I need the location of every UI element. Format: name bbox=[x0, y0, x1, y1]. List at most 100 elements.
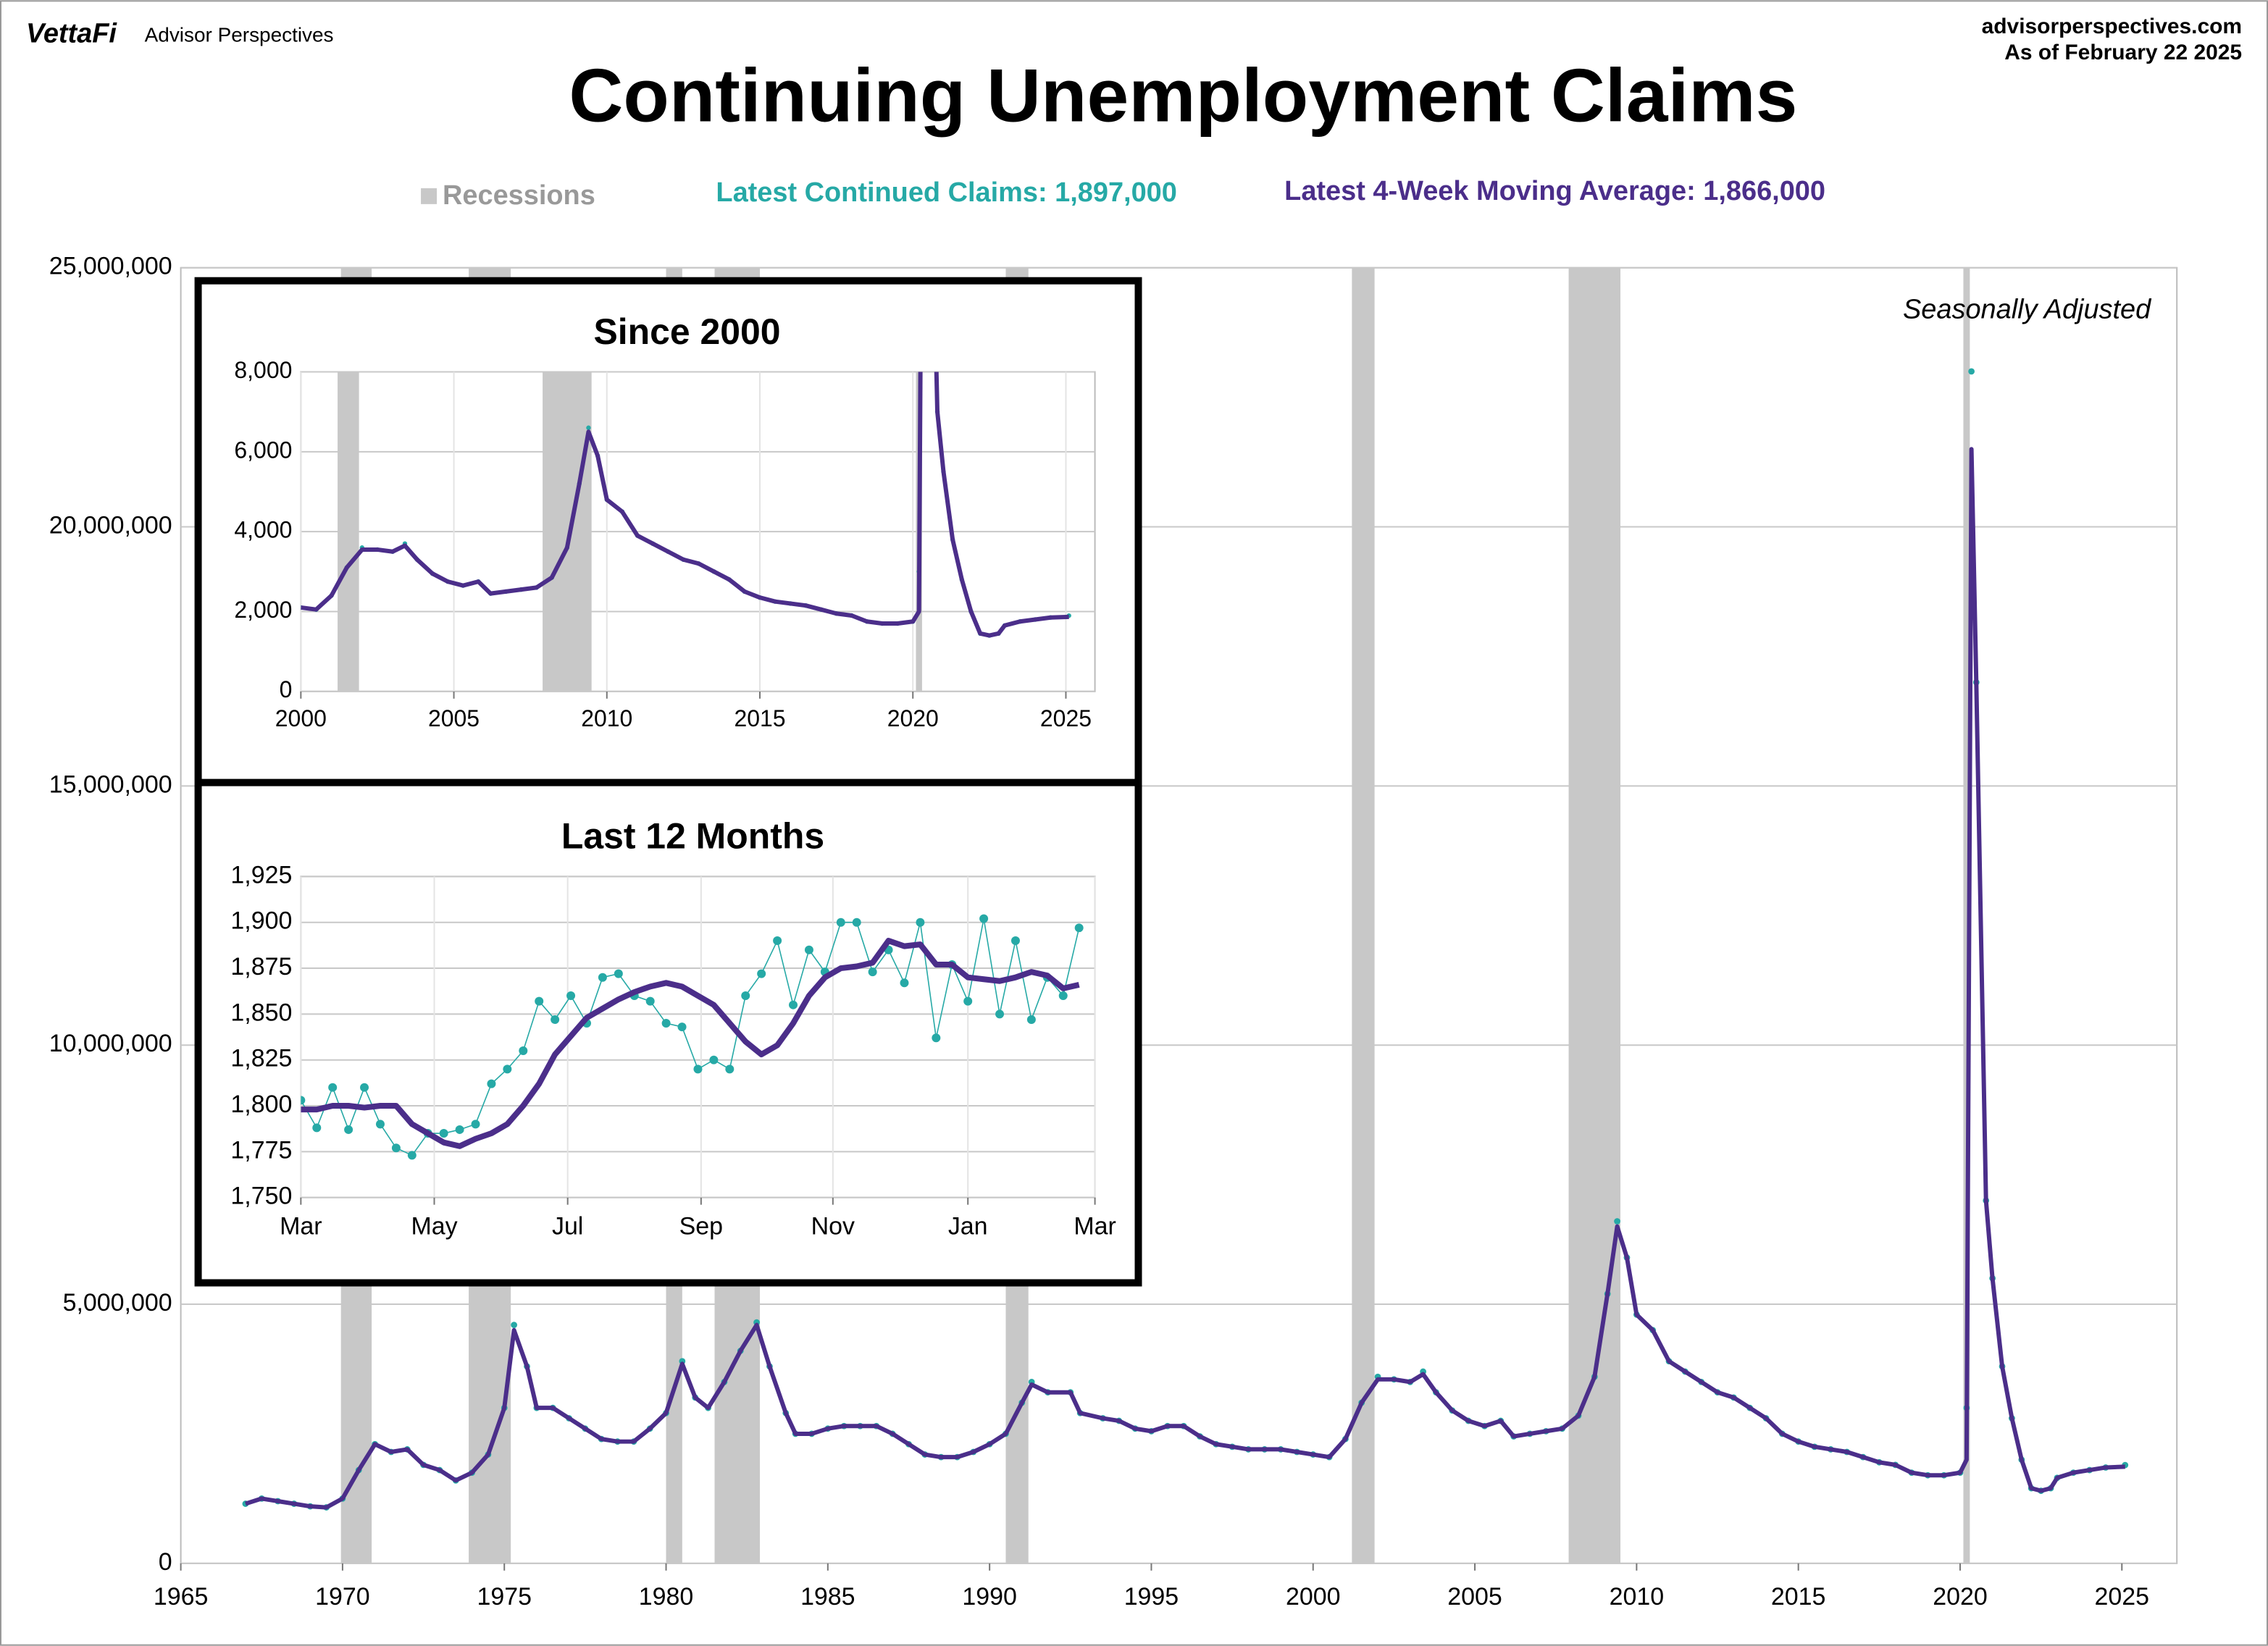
y-tick-label: 2,000 bbox=[234, 597, 292, 623]
data-point bbox=[995, 1009, 1005, 1019]
x-tick-label: 1975 bbox=[477, 1583, 531, 1611]
data-point bbox=[677, 1023, 687, 1032]
x-tick-label: May bbox=[411, 1213, 457, 1240]
x-tick-label: Nov bbox=[811, 1213, 855, 1240]
data-point bbox=[487, 1079, 496, 1088]
data-point bbox=[511, 1322, 518, 1329]
publisher: Advisor Perspectives bbox=[145, 24, 334, 46]
data-point bbox=[391, 1143, 401, 1153]
x-tick-label: 2010 bbox=[581, 705, 632, 731]
data-point bbox=[312, 1123, 322, 1133]
x-tick-label: 1990 bbox=[962, 1583, 1017, 1611]
data-point bbox=[1074, 923, 1084, 933]
x-tick-label: Mar bbox=[280, 1213, 322, 1240]
x-tick-label: 1985 bbox=[800, 1583, 855, 1611]
x-tick-label: Sep bbox=[679, 1213, 723, 1240]
data-point bbox=[725, 1065, 735, 1074]
x-tick-label: 1970 bbox=[315, 1583, 370, 1611]
data-point bbox=[439, 1129, 448, 1138]
x-tick-label: 2000 bbox=[275, 705, 327, 731]
legend-label: Recessions bbox=[443, 180, 595, 211]
data-point bbox=[773, 936, 782, 946]
x-tick-label: 1965 bbox=[154, 1583, 209, 1611]
data-point bbox=[661, 1019, 671, 1028]
data-point bbox=[551, 1015, 560, 1024]
data-point bbox=[598, 973, 607, 982]
data-point bbox=[900, 978, 909, 988]
data-point bbox=[614, 969, 623, 978]
y-tick-label: 25,000,000 bbox=[49, 253, 172, 280]
series-layer bbox=[301, 914, 1084, 1160]
data-point bbox=[455, 1125, 464, 1134]
data-point bbox=[741, 991, 750, 1001]
recession-band bbox=[1352, 267, 1375, 1563]
x-tick-label: 2015 bbox=[734, 705, 785, 731]
x-tick-label: 2010 bbox=[1610, 1583, 1665, 1611]
data-point bbox=[344, 1125, 353, 1134]
x-tick-label: 2025 bbox=[1040, 705, 1092, 731]
series-layer bbox=[242, 368, 2129, 1511]
y-tick-label: 1,825 bbox=[230, 1045, 292, 1072]
inset-title: Since 2000 bbox=[593, 311, 780, 352]
y-tick-label: 1,800 bbox=[230, 1091, 292, 1118]
x-tick-label: 1995 bbox=[1124, 1583, 1179, 1611]
data-point bbox=[1058, 991, 1068, 1001]
y-tick-label: 10,000,000 bbox=[49, 1030, 172, 1057]
x-tick-label: Mar bbox=[1074, 1213, 1116, 1240]
data-point bbox=[979, 914, 989, 923]
data-point bbox=[566, 991, 576, 1001]
data-point bbox=[360, 1083, 369, 1092]
x-tick-label: 2005 bbox=[428, 705, 480, 731]
y-tick-label: 1,875 bbox=[230, 953, 292, 981]
legend-label: Latest 4-Week Moving Average: 1,866,000 bbox=[1284, 176, 1825, 206]
data-point bbox=[868, 967, 877, 977]
plot-area bbox=[300, 876, 1096, 1198]
annotation: Seasonally Adjusted bbox=[1903, 295, 2152, 325]
x-tick-label: 1980 bbox=[639, 1583, 694, 1611]
y-tick-label: 20,000,000 bbox=[49, 512, 172, 539]
data-point bbox=[916, 918, 925, 927]
x-tick-label: 2000 bbox=[1286, 1583, 1341, 1611]
data-point bbox=[836, 918, 845, 927]
y-tick-label: 1,750 bbox=[230, 1183, 292, 1210]
site: advisorperspectives.com bbox=[1982, 14, 2242, 38]
data-point bbox=[1614, 1218, 1620, 1225]
y-tick-label: 0 bbox=[280, 676, 293, 702]
data-point bbox=[789, 1000, 798, 1009]
data-point bbox=[757, 969, 766, 978]
data-point bbox=[471, 1120, 480, 1129]
y-tick-label: 5,000,000 bbox=[63, 1289, 172, 1317]
y-tick-label: 8,000 bbox=[234, 357, 292, 383]
data-point bbox=[535, 996, 544, 1006]
series-line bbox=[245, 447, 2125, 1510]
inset-plot: 1,750 1,775 1,800 1,825 1,850 1,875 1,900 1,925… bbox=[230, 861, 1116, 1240]
data-point bbox=[375, 1120, 385, 1129]
data-point bbox=[804, 945, 813, 954]
chart-title: Continuing Unemployment Claims bbox=[569, 54, 1797, 138]
series-line bbox=[301, 371, 1069, 638]
date: As of February 22 2025 bbox=[2004, 41, 2242, 64]
y-tick-label: 1,900 bbox=[230, 907, 292, 935]
data-point bbox=[519, 1046, 528, 1056]
recession-band bbox=[1568, 267, 1621, 1563]
x-tick-label: Jul bbox=[552, 1213, 583, 1240]
x-tick-label: 2025 bbox=[2095, 1583, 2150, 1611]
data-point bbox=[1026, 1015, 1036, 1024]
legend-swatch bbox=[421, 188, 438, 204]
x-tick-label: Jan bbox=[948, 1213, 988, 1240]
x-tick-label: 2015 bbox=[1771, 1583, 1826, 1611]
inset-plot: 0 2,000 4,000 6,000 8,000 2000 2005 2010 2015 202… bbox=[234, 357, 1096, 731]
x-tick-label: 2005 bbox=[1447, 1583, 1502, 1611]
series-line bbox=[301, 938, 1080, 1149]
data-point bbox=[1968, 368, 1975, 375]
recession-band bbox=[1963, 267, 1970, 1563]
legend-label: Latest Continued Claims: 1,897,000 bbox=[716, 177, 1176, 208]
data-point bbox=[328, 1083, 338, 1092]
data-point bbox=[852, 918, 861, 927]
series-layer bbox=[301, 371, 1071, 638]
data-point bbox=[407, 1151, 417, 1160]
inset-title: Last 12 Months bbox=[561, 816, 824, 857]
x-tick-label: 2020 bbox=[1933, 1583, 1988, 1611]
x-tick-label: 2020 bbox=[887, 705, 939, 731]
